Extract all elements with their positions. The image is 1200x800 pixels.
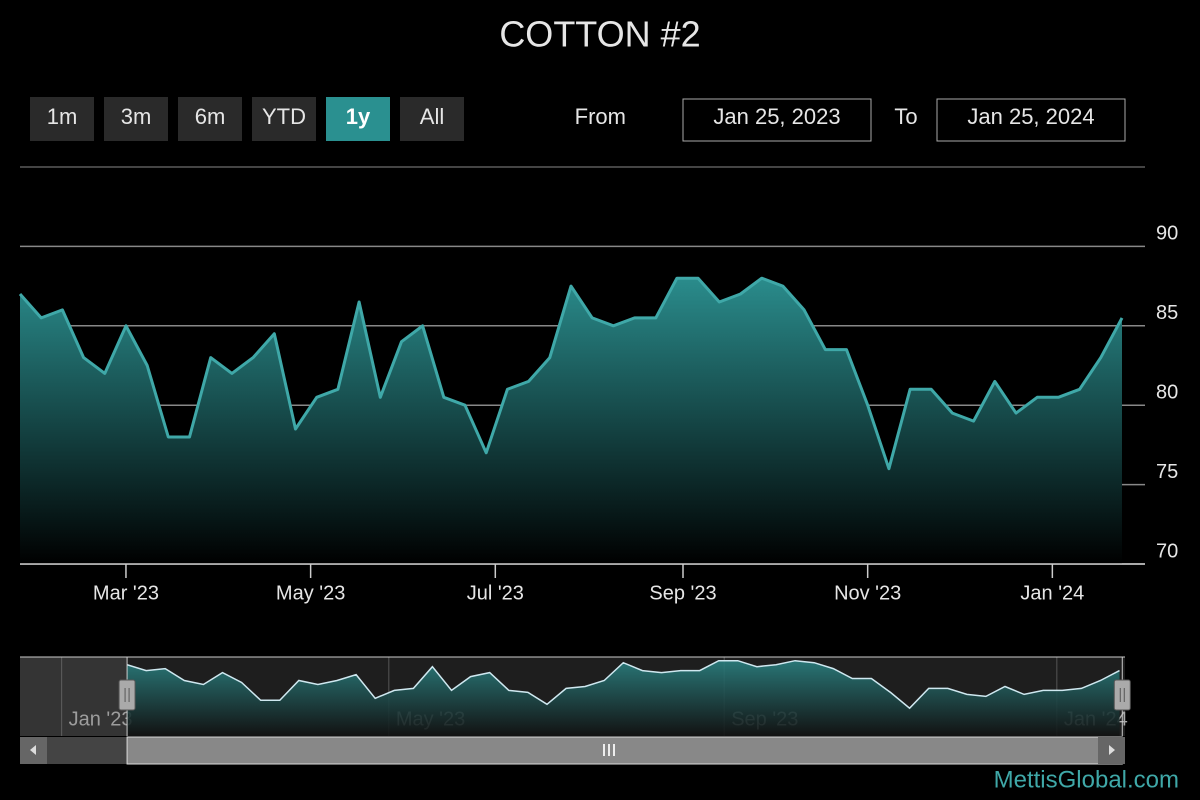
navigator-tick-label: Jan '23 — [69, 708, 133, 730]
navigator-area — [127, 660, 1120, 736]
x-tick-label: Jan '24 — [1020, 582, 1084, 604]
range-button-label: 1m — [47, 104, 78, 129]
range-button-label: 6m — [195, 104, 226, 129]
to-label: To — [894, 104, 917, 129]
x-tick-label: May '23 — [276, 582, 345, 604]
range-button-label: 1y — [346, 104, 371, 129]
scroll-left-arrow — [30, 745, 36, 755]
scrollbar-thumb[interactable] — [126, 736, 1123, 765]
navigator-handle[interactable] — [1113, 679, 1131, 711]
range-button[interactable] — [252, 97, 316, 141]
credits[interactable]: MettisGlobal.com — [994, 766, 1179, 793]
range-button-label: YTD — [262, 104, 306, 129]
x-tick-label: Mar '23 — [93, 582, 159, 604]
to-value: Jan 25, 2024 — [967, 104, 1094, 129]
scroll-right-arrow — [1109, 745, 1115, 755]
from-label: From — [575, 104, 626, 129]
series-line — [18, 276, 1124, 471]
chart-title: COTTON #2 — [499, 14, 700, 55]
navigator-line — [126, 659, 1120, 710]
from-input[interactable] — [682, 98, 872, 142]
range-button[interactable] — [178, 97, 242, 141]
navigator-handle[interactable] — [118, 679, 136, 711]
x-tick-label: Sep '23 — [649, 582, 716, 604]
range-button-label: 3m — [121, 104, 152, 129]
navigator-mask-left — [20, 657, 128, 736]
y-tick-label: 85 — [1156, 302, 1178, 324]
x-tick-label: Nov '23 — [834, 582, 901, 604]
from-value: Jan 25, 2023 — [713, 104, 840, 129]
y-tick-label: 70 — [1156, 540, 1178, 562]
range-button[interactable] — [104, 97, 168, 141]
to-input[interactable] — [936, 98, 1126, 142]
range-button[interactable] — [400, 97, 464, 141]
range-button[interactable] — [30, 97, 94, 141]
range-button-label: All — [420, 104, 444, 129]
range-button[interactable] — [326, 97, 390, 141]
y-tick-label: 80 — [1156, 381, 1178, 403]
y-tick-label: 75 — [1156, 461, 1178, 483]
y-tick-label: 90 — [1156, 223, 1178, 245]
x-tick-label: Jul '23 — [467, 582, 524, 604]
